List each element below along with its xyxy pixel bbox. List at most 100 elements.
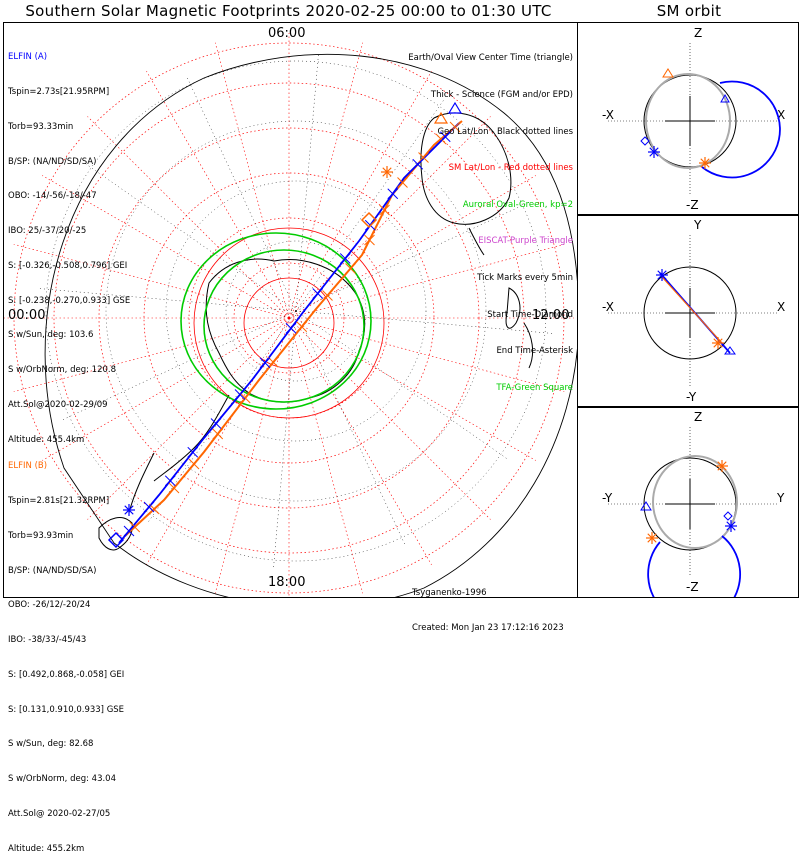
sm-orbit-yz-panel: Z -Z -Y Y <box>577 406 799 624</box>
elfin-a-tick-mark <box>210 418 222 429</box>
elfin-a-line: Torb=93.33min <box>8 121 74 132</box>
elfin-b-line: Att.Sol@ 2020-02-27/05 <box>8 809 111 819</box>
elfin-a-start-diamond <box>723 511 733 521</box>
elfin-b-tick-mark <box>212 428 224 440</box>
geo-latitude-circle <box>45 60 547 562</box>
elfin-b-orbit <box>645 73 731 169</box>
created-timestamp: Created: Mon Jan 23 17:12:16 2023 <box>412 622 564 633</box>
elfin-a-line: S w/OrbNorm, deg: 120.8 <box>8 365 117 376</box>
auroral-oval-outer <box>180 232 372 410</box>
elfin-b-line: Altitude: 455.2km <box>8 843 85 854</box>
elfin-a-track <box>118 122 460 544</box>
elfin-b-tick-mark <box>379 204 390 216</box>
sm-axis-label-right: X <box>777 300 785 314</box>
elfin-a-end-asterisk <box>124 505 134 515</box>
elfin-b-orbit <box>652 455 738 549</box>
elfin-b-tick-mark <box>296 321 308 333</box>
elfin-a-tick-mark <box>339 253 351 264</box>
sm-axis-label-bottom: -Z <box>686 198 699 212</box>
legend-entry: EISCAT-Purple Triangle <box>478 236 573 247</box>
sm-latitude-circle <box>233 262 345 374</box>
elfin-a-start-diamond <box>640 136 650 146</box>
elfin-a-line: Tspin=2.73s[21.95RPM] <box>8 86 110 97</box>
sm-axis-label-left: -X <box>602 108 614 122</box>
legend-entry: Thick - Science (FGM and/or EPD) <box>430 90 573 101</box>
legend-entry: Tick Marks every 5min <box>477 273 573 284</box>
elfin-b-line: S: [0.131,0.910,0.933] GSE <box>8 704 125 715</box>
elfin-b-center-triangle <box>433 111 449 124</box>
sm-orbit-xz-panel: Z -Z -X X <box>577 22 799 216</box>
elfin-b-tick-mark <box>345 263 356 274</box>
geo-longitude-line <box>60 310 297 422</box>
elfin-b-tick-mark <box>322 290 333 301</box>
elfin-a-tick-mark <box>285 322 297 334</box>
elfin-a-center-triangle <box>720 93 730 103</box>
elfin-b-line: Torb=93.93min <box>8 530 74 541</box>
model-credit: Tsyganenko-1996 <box>412 588 487 599</box>
elfin-b-line: B/SP: (NA/ND/SD/SA) <box>8 565 97 576</box>
sm-orbit-title: SM orbit <box>656 2 722 20</box>
elfin-a-tick-mark <box>143 501 155 513</box>
sm-longitude-line <box>87 317 290 520</box>
elfin-b-tick-mark <box>449 121 461 133</box>
clock-label-right: 12:00 <box>532 308 570 323</box>
sm-longitude-line <box>146 71 290 319</box>
legend-entry: Geo Lat/Lon - Black dotted lines <box>437 126 573 137</box>
geo-longitude-line <box>82 161 297 312</box>
clock-label-left: 00:00 <box>8 308 46 323</box>
sm-latitude-circle <box>53 82 525 554</box>
elfin-a-line: IBO: 25/-37/20/-25 <box>8 226 87 237</box>
sm-orbit-xy-plot: Y -Y -X X <box>602 218 785 404</box>
legend-entry: SM Lat/Lon - Red dotted lines <box>448 163 573 174</box>
elfin-b-info: ELFIN (B) Tspin=2.81s[21.32RPM] Torb=93.… <box>8 438 124 867</box>
sm-orbit-xy-panel: Y -Y -X X <box>577 214 799 408</box>
legend-entry: Start Time-Diamond <box>487 309 573 320</box>
elfin-b-tick-mark <box>239 392 251 404</box>
elfin-b-tick-mark <box>418 152 429 163</box>
legend-entry: End Time-Asterisk <box>496 346 573 357</box>
elfin-b-tick-mark <box>397 177 408 188</box>
elfin-b-start-asterisk <box>717 461 727 471</box>
auroral-oval-inner <box>203 249 365 403</box>
elfin-a-center-triangle <box>724 346 736 355</box>
elfin-b-line: OBO: -26/12/-20/24 <box>8 600 91 611</box>
geo-longitude-line <box>36 288 297 312</box>
geo-latitude-circle <box>105 120 487 502</box>
elfin-b-end-asterisk <box>713 338 723 348</box>
elfin-a-tick-mark <box>123 525 135 537</box>
geo-longitude-line <box>146 310 297 525</box>
elfin-a-line: S: [-0.238,-0.270,0.933] GSE <box>8 295 131 306</box>
elfin-b-center-triangle <box>662 68 674 78</box>
elfin-a-orbit <box>701 80 781 179</box>
credit-block: Tsyganenko-1996 Created: Mon Jan 23 17:1… <box>412 565 564 646</box>
sm-longitude-line <box>288 116 491 319</box>
elfin-b-end-asterisk <box>647 533 657 543</box>
footprint-map <box>4 33 580 609</box>
sm-longitude-line <box>214 42 290 319</box>
sm-axis-label-right: Y <box>776 491 785 505</box>
elfin-b-tick-mark <box>148 503 160 515</box>
australia-outline <box>420 112 512 256</box>
elfin-a-tick-mark <box>312 288 324 299</box>
elfin-b-end-asterisk <box>382 167 392 177</box>
elfin-b-orbit <box>661 276 723 344</box>
sm-longitude-line <box>288 317 491 520</box>
sm-axis-label-bottom: -Z <box>686 580 699 594</box>
elfin-b-line: S w/Sun, deg: 82.68 <box>8 739 94 750</box>
sm-longitude-line <box>288 317 364 594</box>
elfin-a-center-triangle <box>447 101 463 114</box>
legend-entry: Auroral Oval-Green, kp=2 <box>462 199 573 210</box>
sm-axis-label-bottom: -Y <box>686 390 697 404</box>
sm-axis-label-top: Z <box>694 410 702 424</box>
sm-longitude-line <box>288 71 432 319</box>
sm-longitude-line <box>87 116 290 319</box>
elfin-b-name: ELFIN (B) <box>8 461 48 472</box>
elfin-b-tick-mark <box>364 234 375 246</box>
geo-latitude-circle <box>225 240 367 382</box>
new-zealand-outline <box>505 287 534 369</box>
geo-longitude-line <box>295 200 532 312</box>
elfin-b-tick-mark <box>168 482 180 494</box>
geo-longitude-line <box>295 310 407 547</box>
geo-latitude-circle <box>165 180 427 442</box>
elfin-a-line: OBO: -14/-56/-18/-47 <box>8 191 97 202</box>
